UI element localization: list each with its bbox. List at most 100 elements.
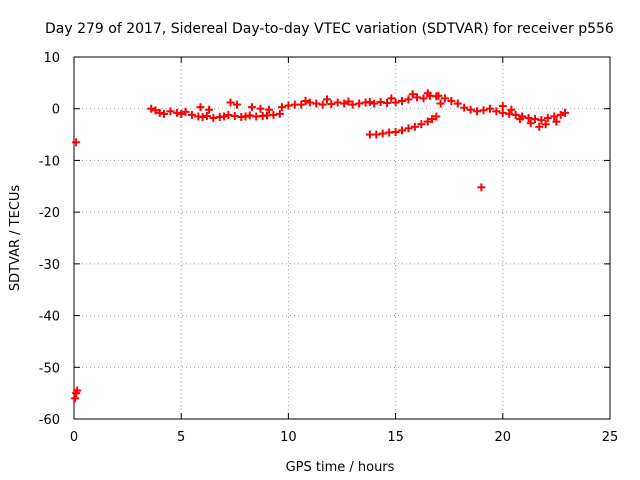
y-axis-label: SDTVAR / TECUs <box>8 185 23 292</box>
data-point <box>256 104 265 113</box>
data-point <box>526 119 535 128</box>
data-point <box>155 108 164 117</box>
data-point <box>413 93 422 102</box>
x-tick-label: 25 <box>602 430 619 445</box>
x-tick-label: 5 <box>177 430 185 445</box>
data-point <box>477 183 486 192</box>
data-point <box>322 95 331 104</box>
data-point <box>560 108 569 117</box>
data-point <box>284 101 293 110</box>
data-point <box>387 94 396 103</box>
data-point <box>428 115 437 124</box>
data-point <box>151 106 160 115</box>
data-point <box>275 109 284 118</box>
data-point <box>147 104 156 113</box>
data-point <box>209 114 218 123</box>
data-point <box>408 90 417 99</box>
data-point <box>530 115 539 124</box>
data-point <box>265 105 274 114</box>
data-point <box>466 105 475 114</box>
data-point <box>232 100 241 109</box>
data-point <box>318 100 327 109</box>
data-point <box>226 98 235 107</box>
data-point <box>72 138 81 147</box>
data-point <box>196 103 205 112</box>
data-point <box>404 124 413 133</box>
data-point <box>277 103 286 112</box>
data-point <box>187 110 196 119</box>
y-tick-label: 0 <box>52 103 60 118</box>
y-tick-label: 10 <box>43 51 60 66</box>
data-point <box>230 111 239 120</box>
data-point <box>301 96 310 105</box>
data-point <box>535 122 544 131</box>
data-point <box>398 96 407 105</box>
data-point <box>436 99 445 108</box>
data-points <box>71 89 569 403</box>
data-point <box>370 99 379 108</box>
data-point <box>305 98 314 107</box>
data-point <box>73 386 82 395</box>
data-point <box>423 117 432 126</box>
data-point <box>391 127 400 136</box>
data-point <box>166 107 175 116</box>
data-point <box>181 107 190 116</box>
data-point <box>241 112 250 121</box>
data-point <box>160 109 169 118</box>
data-point <box>333 98 342 107</box>
grid-lines <box>74 57 610 419</box>
x-tick-label: 20 <box>495 430 512 445</box>
axis-ticks: 0 5 10 15 20 25 10 0 -10 -20 -30 -40 -50 -60 <box>39 51 619 445</box>
data-point <box>511 110 520 119</box>
data-point <box>297 100 306 109</box>
data-point <box>485 104 494 113</box>
data-point <box>172 108 181 117</box>
data-point <box>479 106 488 115</box>
data-point <box>419 94 428 103</box>
x-tick-label: 10 <box>280 430 297 445</box>
data-point <box>498 102 507 111</box>
x-tick-label: 15 <box>387 430 404 445</box>
chart-title: Day 279 of 2017, Sidereal Day-to-day VTE… <box>45 21 614 37</box>
data-point <box>447 96 456 105</box>
data-point <box>391 98 400 107</box>
data-point <box>541 120 550 129</box>
data-point <box>417 120 426 129</box>
data-point <box>492 107 501 116</box>
data-point <box>202 111 211 120</box>
data-point <box>537 116 546 125</box>
data-point <box>507 105 516 114</box>
data-point <box>247 103 256 112</box>
data-point <box>515 115 524 124</box>
data-point <box>327 100 336 109</box>
data-point <box>440 94 449 103</box>
data-point <box>498 108 507 117</box>
data-point <box>269 110 278 119</box>
plot-frame <box>73 56 611 420</box>
data-point <box>340 99 349 108</box>
data-point <box>423 89 432 98</box>
data-point <box>344 97 353 106</box>
x-tick-label: 0 <box>70 430 78 445</box>
y-tick-label: -60 <box>39 413 60 428</box>
data-point <box>372 130 381 139</box>
data-point <box>383 99 392 108</box>
data-point <box>453 99 462 108</box>
y-tick-label: -10 <box>39 154 60 169</box>
data-point <box>177 109 186 118</box>
data-point <box>378 129 387 138</box>
data-point <box>552 117 561 126</box>
data-point <box>543 114 552 123</box>
data-point <box>376 97 385 106</box>
data-point <box>365 97 374 106</box>
data-point <box>524 114 533 123</box>
x-axis-label: GPS time / hours <box>286 460 395 475</box>
data-point <box>312 99 321 108</box>
data-point <box>220 112 229 121</box>
y-tick-label: -50 <box>39 361 60 376</box>
data-point <box>355 99 364 108</box>
y-tick-label: -30 <box>39 258 60 273</box>
data-point <box>410 122 419 131</box>
data-point <box>434 91 443 100</box>
